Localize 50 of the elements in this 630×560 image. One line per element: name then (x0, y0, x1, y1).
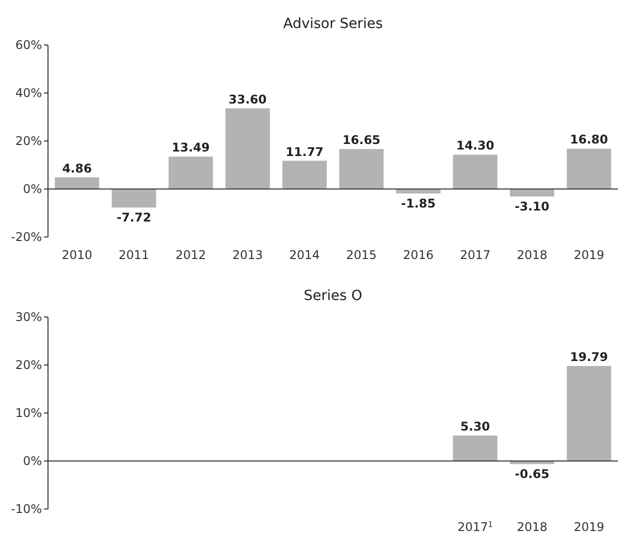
x-tick-label: 2016 (403, 248, 434, 262)
x-tick-label: 2013 (232, 248, 263, 262)
data-label: 11.77 (286, 144, 324, 159)
x-tick-label: 2017$^{1}$ (457, 520, 494, 534)
bar (510, 189, 554, 196)
data-label: 16.80 (570, 132, 608, 147)
x-tick-label: 2017 (460, 248, 490, 262)
y-tick-label: 0% (22, 182, 42, 196)
data-label: -3.10 (514, 199, 550, 214)
bar (282, 160, 327, 189)
x-tick-label: 2018 (516, 248, 548, 262)
data-label: 16.65 (342, 133, 380, 148)
x-tick-label: 2014 (289, 248, 320, 262)
bar (396, 189, 441, 194)
x-tick-label: 2011 (118, 248, 150, 262)
y-tick-label: -10% (10, 502, 42, 516)
data-label: 4.86 (62, 161, 92, 176)
bar (54, 177, 100, 189)
x-tick-label: 2010 (62, 248, 92, 262)
bar (225, 108, 270, 189)
chart-title: Series O (304, 288, 362, 304)
y-tick-label: -20% (10, 230, 42, 244)
bar (453, 436, 498, 461)
data-label: 19.79 (570, 350, 608, 364)
data-label: -7.72 (116, 210, 152, 225)
data-label: -0.65 (514, 467, 550, 482)
y-tick-label: 30% (15, 310, 42, 324)
bar (453, 154, 498, 189)
data-label: 33.60 (228, 92, 267, 106)
data-label: 14.30 (456, 138, 494, 153)
bar (566, 148, 612, 189)
y-tick-label: 60% (15, 38, 42, 52)
y-tick-label: 20% (15, 134, 42, 148)
bar (168, 156, 213, 189)
y-tick-label: 10% (15, 406, 42, 420)
y-tick-label: 0% (22, 454, 42, 468)
data-label: 13.49 (172, 140, 210, 155)
bar (112, 189, 156, 208)
x-tick-label: 2012 (176, 248, 206, 262)
chart-title: Advisor Series (283, 16, 383, 32)
data-label: -1.85 (401, 196, 436, 210)
bar (339, 149, 384, 189)
x-tick-label: 2018 (516, 520, 548, 534)
x-tick-label: 2015 (346, 248, 377, 262)
data-label: 5.30 (460, 420, 490, 434)
y-tick-label: 20% (15, 358, 42, 372)
x-tick-label: 2019 (574, 248, 604, 262)
y-tick-label: 40% (15, 86, 42, 100)
bar (566, 366, 612, 461)
x-tick-label: 2019 (574, 520, 604, 534)
